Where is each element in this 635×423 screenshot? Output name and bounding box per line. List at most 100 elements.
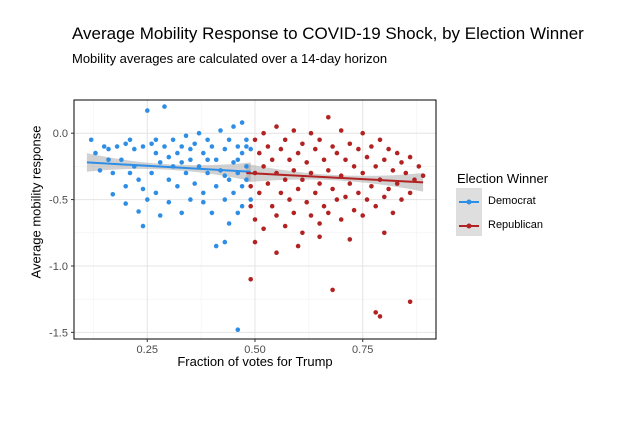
democrat-point — [106, 157, 111, 163]
x-tick-label: 0.50 — [244, 344, 265, 356]
democrat-point — [235, 157, 241, 163]
republican-point — [377, 314, 383, 319]
democrat-point — [205, 137, 210, 143]
republican-point — [308, 213, 314, 218]
republican-point — [291, 168, 297, 173]
republican-point — [291, 210, 297, 216]
democrat-point — [201, 150, 206, 156]
legend-title: Election Winner — [457, 171, 549, 186]
republican-point — [386, 186, 391, 192]
democrat-point — [213, 157, 219, 163]
democrat-point — [127, 137, 133, 143]
democrat-point — [123, 141, 128, 147]
democrat-point — [205, 170, 210, 176]
republican-point — [334, 197, 340, 202]
republican-point — [330, 287, 335, 293]
democrat-point — [136, 209, 141, 214]
republican-point — [377, 137, 383, 143]
democrat-point — [123, 184, 128, 189]
republican-point — [326, 115, 331, 120]
democrat-point — [231, 124, 236, 129]
democrat-point — [145, 108, 150, 113]
democrat-point — [188, 146, 193, 152]
democrat-point — [235, 144, 241, 149]
democrat-point — [101, 144, 107, 149]
republican-point — [261, 226, 266, 232]
democrat-point — [106, 146, 111, 152]
axis-layer: 0.25 0.50 0.75 0.0 -0.5 -1.0 -1.5 — [49, 128, 373, 356]
democrat-point — [149, 170, 154, 176]
republican-point — [399, 160, 404, 165]
republican-point — [373, 164, 379, 169]
republican-point — [360, 213, 366, 218]
democrat-point — [149, 141, 154, 147]
chart-title: Average Mobility Response to COVID-19 Sh… — [72, 24, 584, 43]
democrat-point — [226, 221, 232, 226]
republican-point — [282, 177, 288, 182]
democrat-point — [213, 243, 219, 249]
x-axis-label: Fraction of votes for Trump — [177, 354, 333, 369]
republican-point — [274, 124, 279, 129]
republican-point — [420, 173, 426, 178]
democrat-point — [205, 157, 210, 163]
democrat-point — [123, 201, 128, 206]
republican-point — [317, 234, 322, 240]
democrat-point — [244, 177, 249, 182]
democrat-point — [157, 213, 163, 218]
democrat-point — [248, 146, 253, 152]
republican-point — [338, 173, 344, 178]
democrat-point — [132, 146, 137, 152]
republican-point — [351, 164, 357, 169]
democrat-point — [201, 190, 206, 196]
republican-point — [252, 217, 258, 222]
republican-point — [248, 184, 253, 189]
democrat-point — [218, 128, 223, 133]
y-axis-label: Average mobility response — [28, 125, 44, 279]
democrat-point — [88, 137, 94, 143]
democrat-point — [166, 199, 172, 205]
republican-point — [364, 197, 370, 202]
republican-point — [373, 203, 379, 209]
fit-line-layer — [86, 161, 424, 184]
democrat-point — [166, 154, 172, 160]
democrat-point — [209, 210, 215, 216]
republican-point — [360, 170, 366, 176]
republican-fit-line — [246, 172, 424, 184]
republican-point — [274, 250, 279, 255]
republican-point — [338, 217, 344, 222]
legend-republican-point — [466, 223, 472, 229]
point-layer — [88, 104, 426, 333]
democrat-point — [222, 239, 228, 245]
y-tick-label: -0.5 — [49, 195, 68, 207]
y-tick-label: -1.5 — [49, 327, 68, 339]
republican-point — [334, 150, 340, 156]
republican-point — [390, 168, 396, 173]
republican-point — [287, 157, 292, 163]
republican-point — [295, 186, 301, 192]
democrat-point — [114, 144, 120, 149]
republican-point — [300, 141, 305, 147]
republican-point — [274, 213, 279, 218]
republican-point — [338, 128, 344, 133]
democrat-point — [244, 144, 249, 149]
democrat-point — [162, 144, 167, 149]
democrat-point — [127, 170, 133, 176]
republican-point — [369, 144, 374, 149]
republican-point — [356, 146, 361, 152]
democrat-point — [153, 150, 159, 156]
republican-point — [347, 181, 353, 186]
democrat-point — [239, 184, 245, 189]
legend-label-republican: Republican — [488, 219, 544, 231]
republican-point — [265, 144, 271, 149]
democrat-point — [231, 160, 236, 165]
republican-point — [261, 164, 266, 169]
republican-point — [343, 157, 348, 163]
x-tick-label: 0.75 — [352, 344, 373, 356]
democrat-point — [235, 327, 241, 333]
republican-point — [317, 137, 322, 143]
republican-point — [278, 146, 284, 152]
democrat-point — [183, 170, 189, 176]
republican-point — [248, 203, 253, 209]
republican-point — [369, 184, 374, 189]
republican-point — [386, 146, 391, 152]
